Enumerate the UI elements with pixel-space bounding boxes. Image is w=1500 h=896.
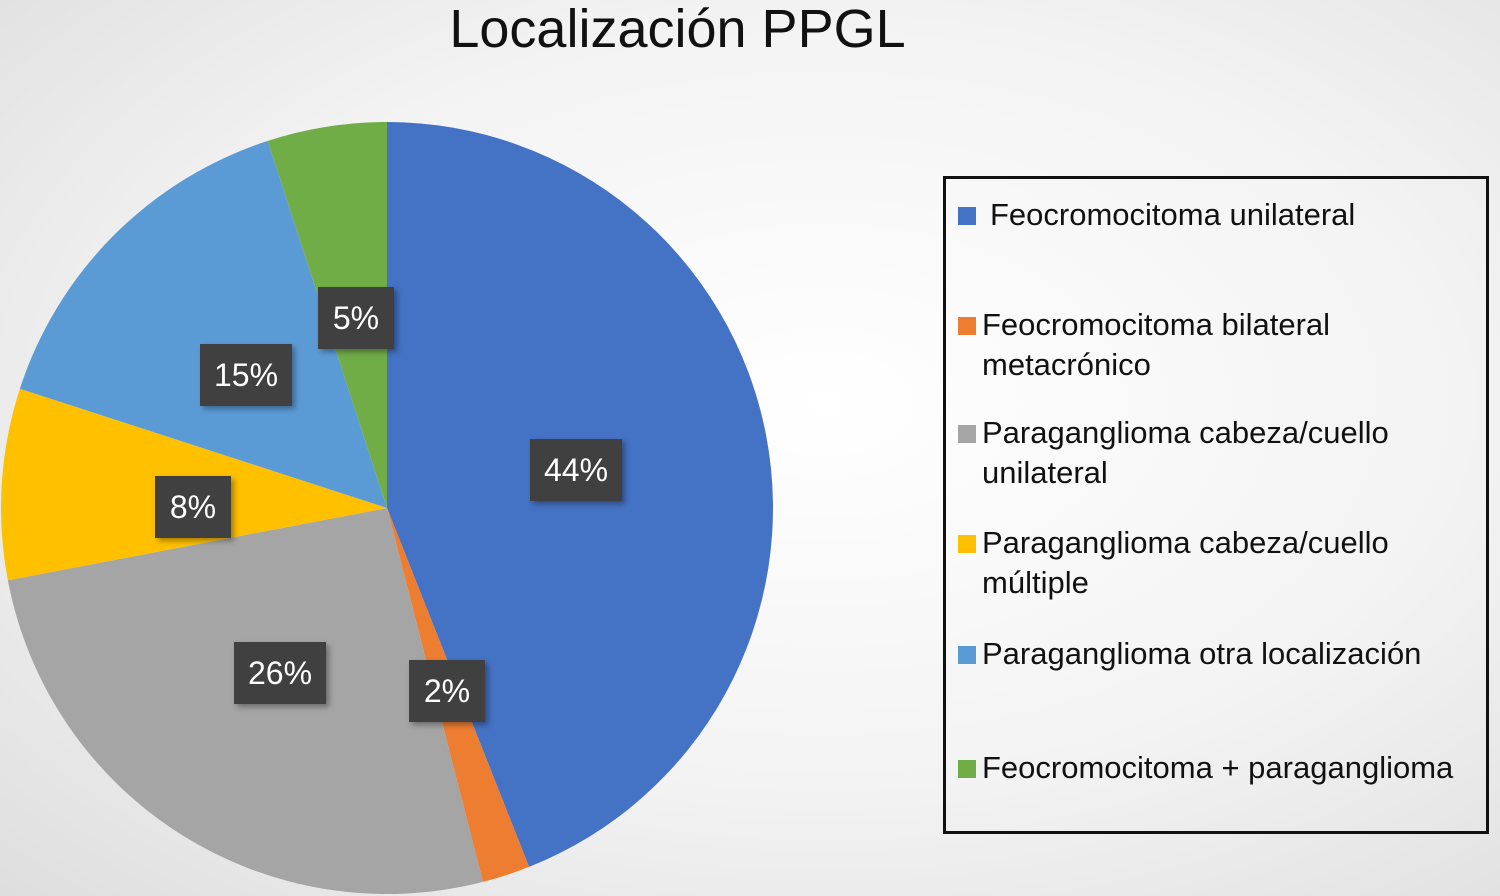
legend-label: Paraganglioma cabeza/cuello múltiple [982, 525, 1389, 600]
legend-label: Feocromocitoma unilateral [990, 197, 1356, 232]
pie-chart: 44% 2% 26% 8% 15% 5% [0, 122, 774, 894]
legend-label: Feocromocitoma bilateral metacrónico [982, 307, 1331, 382]
legend-label: Paraganglioma otra localización [982, 636, 1422, 671]
data-label-box [530, 439, 622, 501]
data-label: 26% [234, 642, 326, 704]
legend-swatch [958, 760, 976, 778]
data-label-text: 44% [544, 452, 608, 488]
data-label-box [155, 476, 231, 538]
data-label-box [318, 287, 394, 349]
chart-title: Localización PPGL [449, 0, 906, 59]
data-label-box [234, 642, 326, 704]
data-label-text: 5% [333, 300, 379, 336]
legend-swatch [958, 535, 976, 553]
data-label-text: 8% [170, 489, 216, 525]
legend: Feocromocitoma unilateral Feocromocitoma… [943, 176, 1489, 834]
legend-swatch [958, 425, 976, 443]
pie-slice [19, 140, 388, 508]
legend-swatch [958, 317, 976, 335]
data-label: 2% [409, 660, 485, 722]
data-label: 5% [318, 287, 394, 349]
data-label-box [409, 660, 485, 722]
data-label-box [200, 344, 292, 406]
data-label: 8% [155, 476, 231, 538]
legend-swatch [958, 646, 976, 664]
data-label-text: 2% [424, 673, 470, 709]
legend-swatch [958, 207, 976, 225]
data-label-text: 15% [214, 357, 278, 393]
legend-label: Feocromocitoma + paraganglioma [982, 750, 1454, 785]
legend-label: Paraganglioma cabeza/cuello unilateral [982, 415, 1389, 490]
data-label-text: 26% [248, 655, 312, 691]
data-label: 15% [200, 344, 292, 406]
data-label: 44% [530, 439, 622, 501]
